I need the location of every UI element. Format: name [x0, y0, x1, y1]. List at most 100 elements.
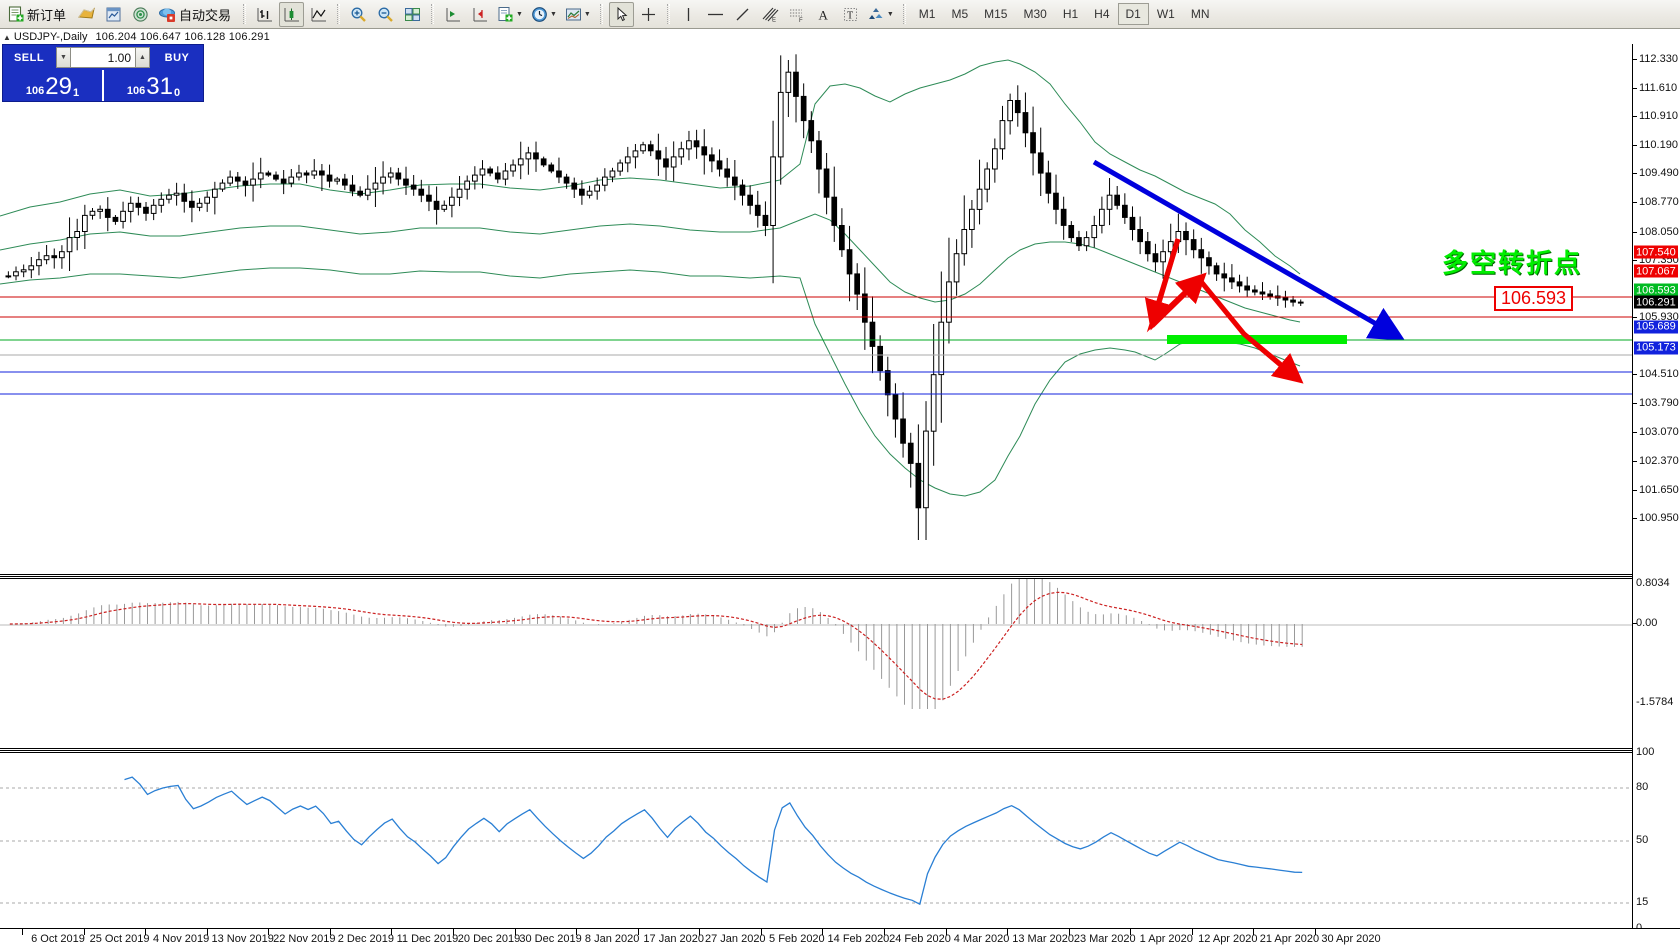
price-level-badge-107540[interactable]: 107.540 [1634, 245, 1678, 259]
volume-input[interactable]: 1.00 [71, 47, 135, 68]
text-box-button[interactable]: T [838, 2, 863, 27]
candle-body [418, 188, 425, 196]
auto-scroll-button[interactable] [467, 2, 492, 27]
one-click-trading-panel[interactable]: SELL ▼ 1.00 ▲ BUY 106 29 1 106 31 0 [2, 44, 204, 102]
horizontal-line-button[interactable] [703, 2, 728, 27]
navigator-button[interactable] [128, 2, 153, 27]
crosshair-button[interactable] [636, 2, 661, 27]
indicators-button[interactable] [74, 2, 99, 27]
indicator-list-button[interactable]: ▼ [562, 2, 594, 27]
data-window-icon [106, 7, 121, 21]
price-callout-label[interactable]: 106.593 [1494, 286, 1574, 311]
pane-divider [0, 574, 1680, 577]
volume-increase-button[interactable]: ▲ [135, 47, 150, 68]
period-icon [532, 6, 547, 22]
candle-body [1076, 237, 1082, 247]
chevron-down-icon[interactable]: ▼ [886, 10, 894, 18]
candle-body [663, 158, 669, 168]
auto-scroll-icon [473, 7, 488, 21]
candle-body [265, 172, 272, 176]
price-chart-pane[interactable] [0, 44, 1680, 540]
rsi-scale-label: 50 [1636, 834, 1649, 846]
buy-price-display[interactable]: 106 31 0 [102, 70, 203, 101]
new-order-icon [8, 5, 24, 22]
date-axis[interactable]: 6 Oct 2019 25 Oct 2019 4 Nov 2019 13 Nov 20… [0, 928, 1680, 951]
zoom-out-button[interactable] [373, 2, 398, 27]
autotrade-button[interactable]: 自动交易 [155, 2, 237, 27]
candle-body [441, 204, 448, 210]
period-button[interactable]: ▼ [528, 2, 560, 27]
text-label-button[interactable]: A [811, 2, 836, 27]
shapes-button[interactable]: ▼ [865, 2, 897, 27]
candle-body [517, 158, 524, 166]
macd-pane[interactable] [0, 578, 1680, 709]
chart-ohlc-values: 106.204 106.647 106.128 106.291 [95, 31, 270, 43]
volume-stepper[interactable]: ▼ 1.00 ▲ [56, 47, 150, 68]
support-zone-band[interactable] [1167, 335, 1347, 344]
date-axis-label: 6 Oct 2019 [31, 933, 85, 945]
chart-shift-button[interactable] [440, 2, 465, 27]
downtrend-line[interactable] [1092, 159, 1406, 341]
price-scale[interactable]: 112.330 111.610 110.910 110.190 109.490 108.7… [1632, 44, 1680, 934]
price-level-badge-105689[interactable]: 105.689 [1634, 320, 1678, 334]
candle-body [257, 172, 264, 180]
candle-body [923, 430, 929, 509]
bar-chart-button[interactable] [252, 2, 277, 27]
rsi-pane[interactable] [0, 752, 1680, 928]
candle-body [196, 202, 203, 208]
chinese-annotation-label[interactable]: 多空转折点 [1442, 249, 1583, 279]
equidistant-channel-button[interactable]: E [757, 2, 782, 27]
candle-body [525, 152, 532, 160]
timeframe-m5[interactable]: M5 [951, 7, 969, 21]
price-level-badge-106593[interactable]: 106.593 [1634, 283, 1678, 297]
candle-body [900, 418, 906, 444]
timeframe-mn[interactable]: MN [1190, 7, 1210, 21]
date-axis-label: 22 Nov 2019 [273, 933, 336, 945]
fibonacci-button[interactable]: F [784, 2, 809, 27]
candle-body [311, 170, 318, 176]
candlestick-chart-button[interactable] [279, 1, 305, 27]
line-chart-button[interactable] [306, 2, 331, 27]
timeframe-w1[interactable]: W1 [1156, 7, 1175, 21]
sell-button[interactable]: SELL [13, 51, 45, 64]
candle-body [563, 176, 570, 184]
data-window-button[interactable] [101, 2, 126, 27]
volume-decrease-button[interactable]: ▼ [56, 47, 71, 68]
date-axis-label: 4 Mar 2020 [953, 933, 1010, 945]
new-order-button[interactable]: 新订单 [5, 2, 72, 27]
cursor-button[interactable] [608, 1, 634, 27]
timeframe-m1[interactable]: M1 [918, 7, 936, 21]
date-axis-label: 30 Apr 2020 [1321, 933, 1381, 945]
candle-body [976, 188, 983, 210]
price-level-badge-106291[interactable]: 106.291 [1634, 295, 1678, 309]
price-level-badge-107067[interactable]: 107.067 [1634, 264, 1678, 278]
toolbar-separator [431, 4, 435, 24]
chevron-down-icon[interactable]: ▼ [583, 10, 591, 18]
templates-button[interactable]: ▼ [494, 2, 526, 27]
bar-chart-icon [257, 7, 273, 21]
sell-price-display[interactable]: 106 29 1 [3, 70, 102, 101]
price-level-badge-105173[interactable]: 105.173 [1634, 341, 1678, 355]
vertical-line-button[interactable] [676, 2, 701, 27]
chevron-down-icon[interactable]: ▼ [516, 10, 523, 18]
price-scale-label: 110.190 [1639, 139, 1678, 152]
timeframe-m15[interactable]: M15 [984, 7, 1008, 21]
tile-windows-button[interactable] [400, 2, 425, 27]
buy-button[interactable]: BUY [164, 51, 190, 64]
date-axis-label: 12 Apr 2020 [1198, 933, 1258, 945]
sell-price-big-figure: 106 [25, 85, 45, 97]
timeframe-h1[interactable]: H1 [1062, 7, 1079, 21]
price-scale-label: 110.910 [1639, 110, 1678, 123]
bollinger-lower-band [0, 267, 1301, 497]
timeframe-d1[interactable]: D1 [1117, 3, 1149, 25]
candle-body [1030, 132, 1036, 154]
zoom-in-button[interactable] [346, 2, 371, 27]
candle-body [1137, 229, 1144, 243]
timeframe-m30[interactable]: M30 [1023, 7, 1047, 21]
chevron-down-icon[interactable]: ▼ [549, 10, 557, 18]
trendline-button[interactable] [730, 2, 755, 27]
horizontal-line-icon [707, 13, 723, 15]
timeframe-h4[interactable]: H4 [1094, 7, 1110, 21]
collapse-arrow-icon[interactable]: ▲ [3, 32, 11, 42]
date-axis-tick [22, 929, 23, 935]
